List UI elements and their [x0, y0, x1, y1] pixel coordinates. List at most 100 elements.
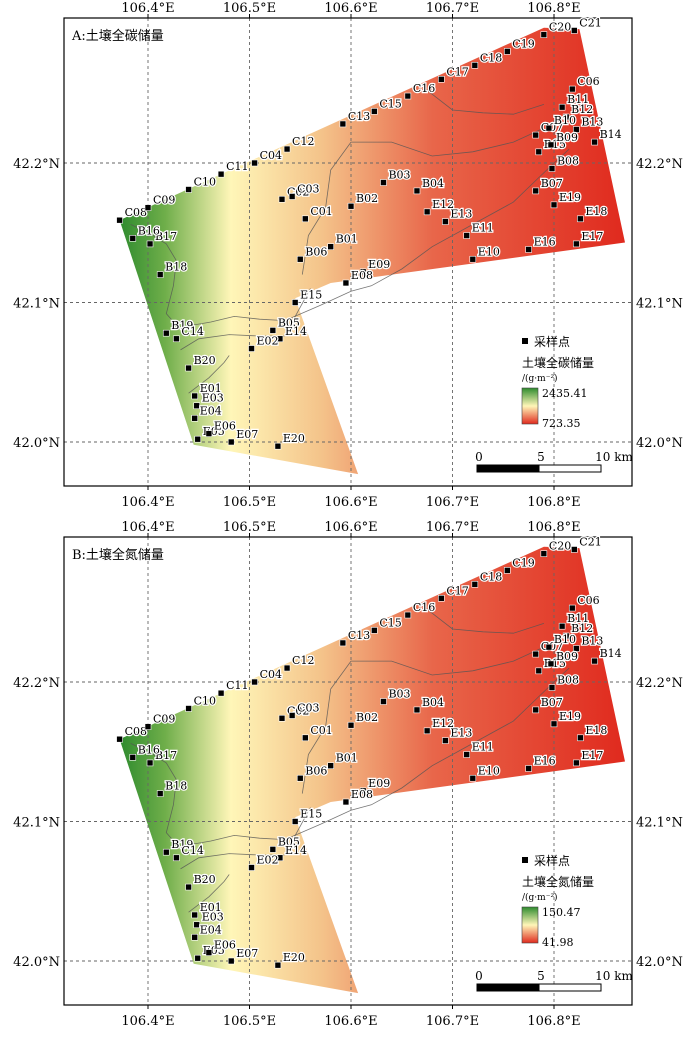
sample-point-marker[interactable] [591, 657, 598, 665]
sample-point-marker[interactable] [191, 933, 198, 941]
sample-point-marker[interactable] [217, 689, 225, 697]
sample-point-marker[interactable] [144, 204, 152, 211]
sample-point-marker[interactable] [438, 595, 445, 602]
sample-point-marker[interactable] [532, 187, 540, 195]
sample-point-marker[interactable] [193, 402, 201, 410]
sample-point-marker[interactable] [371, 627, 378, 634]
sample-point-marker[interactable] [156, 271, 164, 278]
sample-point-marker[interactable] [525, 765, 532, 772]
sample-point-marker[interactable] [156, 790, 164, 797]
sample-point-marker[interactable] [146, 240, 154, 248]
sample-point-marker[interactable] [504, 567, 511, 574]
sample-point-marker[interactable] [438, 76, 445, 83]
sample-point-marker[interactable] [525, 246, 532, 253]
sample-point-marker[interactable] [217, 170, 225, 178]
sample-point-marker[interactable] [573, 759, 580, 767]
sample-point-marker[interactable] [442, 737, 449, 744]
sample-point-marker[interactable] [327, 243, 335, 250]
sample-point-marker[interactable] [191, 392, 198, 400]
sample-point-marker[interactable] [248, 864, 255, 871]
sample-point-marker[interactable] [359, 787, 367, 795]
sample-point-marker[interactable] [129, 754, 137, 761]
sample-point-marker[interactable] [296, 255, 304, 263]
sample-point-marker[interactable] [504, 48, 511, 55]
sample-point-marker[interactable] [274, 442, 282, 450]
sample-point-marker[interactable] [116, 735, 123, 743]
sample-point-marker[interactable] [532, 650, 540, 658]
sample-point-marker[interactable] [144, 723, 152, 730]
sample-point-marker[interactable] [276, 335, 284, 343]
sample-point-marker[interactable] [535, 148, 543, 156]
sample-point-marker[interactable] [278, 195, 286, 203]
sample-point-marker[interactable] [547, 141, 555, 149]
sample-point-marker[interactable] [278, 714, 286, 722]
sample-point-marker[interactable] [558, 103, 566, 111]
sample-point-marker[interactable] [413, 706, 421, 714]
sample-point-marker[interactable] [193, 921, 201, 929]
sample-point-marker[interactable] [535, 667, 543, 675]
sample-point-marker[interactable] [463, 232, 471, 239]
sample-point-marker[interactable] [359, 268, 367, 276]
sample-point-marker[interactable] [283, 664, 291, 672]
sample-point-marker[interactable] [550, 720, 558, 728]
sample-point-marker[interactable] [577, 734, 584, 742]
sample-point-marker[interactable] [573, 645, 580, 652]
sample-point-marker[interactable] [550, 201, 558, 209]
sample-point-marker[interactable] [380, 698, 387, 705]
sample-point-marker[interactable] [283, 145, 291, 153]
sample-point-marker[interactable] [194, 435, 202, 443]
sample-point-marker[interactable] [288, 193, 296, 200]
sample-point-marker[interactable] [227, 957, 235, 965]
sample-point-marker[interactable] [573, 126, 580, 133]
sample-point-marker[interactable] [339, 120, 347, 128]
sample-point-marker[interactable] [568, 604, 576, 612]
sample-point-marker[interactable] [191, 911, 198, 919]
sample-point-marker[interactable] [463, 751, 471, 758]
sample-point-marker[interactable] [548, 165, 556, 172]
sample-point-marker[interactable] [532, 706, 540, 714]
sample-point-marker[interactable] [591, 138, 598, 146]
sample-point-marker[interactable] [423, 208, 431, 216]
sample-point-marker[interactable] [404, 92, 412, 100]
sample-point-marker[interactable] [562, 113, 570, 121]
sample-point-marker[interactable] [347, 721, 355, 729]
sample-point-marker[interactable] [269, 327, 277, 334]
sample-point-marker[interactable] [545, 124, 553, 132]
sample-point-marker[interactable] [269, 846, 277, 853]
sample-point-marker[interactable] [413, 187, 421, 195]
sample-point-marker[interactable] [116, 216, 123, 224]
sample-point-marker[interactable] [577, 215, 584, 223]
sample-point-marker[interactable] [251, 159, 258, 167]
sample-point-marker[interactable] [288, 712, 296, 719]
sample-point-marker[interactable] [545, 643, 553, 651]
sample-point-marker[interactable] [302, 215, 309, 223]
sample-point-marker[interactable] [185, 364, 192, 372]
sample-point-marker[interactable] [371, 108, 378, 115]
sample-point-marker[interactable] [291, 299, 299, 306]
sample-point-marker[interactable] [342, 798, 350, 806]
sample-point-marker[interactable] [302, 734, 309, 742]
sample-point-marker[interactable] [227, 438, 235, 446]
sample-point-marker[interactable] [276, 854, 284, 862]
sample-point-marker[interactable] [251, 678, 258, 686]
sample-point-marker[interactable] [469, 774, 477, 782]
sample-point-marker[interactable] [185, 186, 192, 193]
sample-point-marker[interactable] [162, 329, 170, 337]
sample-point-marker[interactable] [342, 279, 350, 287]
sample-point-marker[interactable] [162, 848, 170, 856]
sample-point-marker[interactable] [173, 335, 180, 343]
sample-point-marker[interactable] [185, 883, 192, 891]
sample-point-marker[interactable] [548, 684, 556, 691]
sample-point-marker[interactable] [570, 27, 578, 34]
sample-point-marker[interactable] [173, 854, 180, 862]
sample-point-marker[interactable] [129, 235, 137, 242]
sample-point-marker[interactable] [296, 774, 304, 782]
sample-point-marker[interactable] [573, 240, 580, 248]
sample-point-marker[interactable] [404, 611, 412, 619]
sample-point-marker[interactable] [146, 759, 154, 767]
sample-point-marker[interactable] [562, 632, 570, 640]
sample-point-marker[interactable] [471, 581, 479, 588]
sample-point-marker[interactable] [469, 255, 477, 263]
sample-point-marker[interactable] [423, 727, 431, 735]
sample-point-marker[interactable] [327, 762, 335, 769]
